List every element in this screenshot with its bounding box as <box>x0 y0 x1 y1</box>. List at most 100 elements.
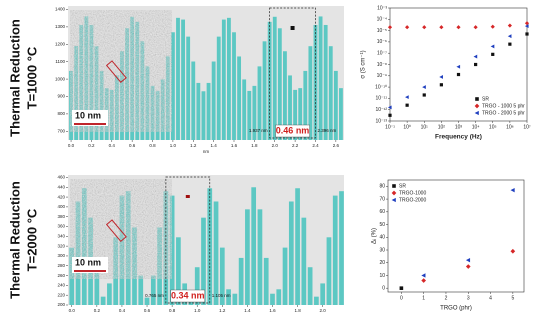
bar <box>191 61 196 141</box>
bar <box>267 21 272 140</box>
measure-label-bg <box>170 289 206 303</box>
bar <box>221 19 226 140</box>
bar <box>232 32 236 140</box>
measure-start: 1.937 nm <box>249 128 268 133</box>
x-tick-label: 10⁷ <box>523 124 531 130</box>
y-tick-label: 300 <box>57 253 65 258</box>
legend-label: TRGO - 2000 5 phr <box>482 110 525 116</box>
marker <box>391 190 397 196</box>
bar <box>288 75 292 140</box>
x-tick-label: 2.0 <box>320 308 327 313</box>
bar <box>308 46 313 141</box>
bar <box>196 82 201 140</box>
bar <box>201 217 206 305</box>
marker <box>524 24 529 29</box>
measure-dot <box>290 26 295 30</box>
bar <box>314 296 319 305</box>
x-tick-label: 0.0 <box>68 143 75 148</box>
x-tick-label: 2 <box>445 295 448 301</box>
x-tick-label: 10⁴ <box>472 124 480 130</box>
marker <box>474 62 478 67</box>
bar <box>94 267 100 305</box>
bar <box>318 16 323 140</box>
x-tick-label: 2.4 <box>312 143 319 148</box>
marker <box>491 52 495 56</box>
x-tick-label: 5 <box>511 295 514 301</box>
y-tick-label: 340 <box>57 234 65 239</box>
y-tick-label: 260 <box>57 273 65 278</box>
bar <box>176 237 181 305</box>
y-tick-label: 10⁻¹³ <box>375 118 387 124</box>
x-tick-label: 10⁰ <box>403 124 411 130</box>
row-label: Thermal Reduction <box>7 19 22 137</box>
bar <box>219 247 225 305</box>
marker <box>507 34 512 39</box>
x-tick-label: 10⁵ <box>489 124 497 130</box>
x-tick-label: 1.2 <box>219 308 226 313</box>
scale-bar-label: 10 nm <box>75 110 101 120</box>
y-tick-label: 1300 <box>55 24 66 29</box>
marker <box>473 25 478 30</box>
y-tick-label: 10 <box>379 273 385 279</box>
x-tick-label: 1.8 <box>251 143 258 148</box>
x-axis-label: nm <box>203 149 210 154</box>
x-tick-label: 1.6 <box>231 143 238 148</box>
bar <box>107 283 112 305</box>
bar <box>333 70 338 140</box>
legend-label: SR <box>482 96 489 102</box>
x-tick-label: 0.6 <box>144 308 151 313</box>
marker <box>439 75 443 79</box>
x-tick-label: 0 <box>400 295 403 301</box>
scale-bar-bg <box>72 110 108 126</box>
bar <box>245 209 250 305</box>
scale-bar-label: 10 nm <box>75 257 101 267</box>
bar <box>272 16 277 140</box>
bar <box>328 46 333 141</box>
marker <box>524 21 530 26</box>
x-tick-label: 0.0 <box>69 308 76 313</box>
legend-label: TRGO-1000 <box>399 190 426 196</box>
bar <box>213 201 219 305</box>
scale-bar-bg <box>72 257 108 273</box>
marker <box>456 25 461 30</box>
measure-label-bg <box>275 124 310 138</box>
bar <box>295 188 300 305</box>
measure-end: 2.396 nm <box>317 128 336 133</box>
x-tick-label: 2.6 <box>333 143 340 148</box>
bar <box>226 17 231 140</box>
y-tick-label: 10⁻⁶ <box>377 39 387 45</box>
bar <box>206 82 211 140</box>
bar <box>186 36 191 140</box>
measure-dot <box>185 195 190 198</box>
y-tick-label: 460 <box>57 175 65 180</box>
inset-marker <box>105 219 127 243</box>
bar <box>181 19 186 140</box>
legend-label: TRGO-2000 <box>399 197 426 203</box>
marker <box>439 83 443 87</box>
x-tick-label: 10⁻¹ <box>385 124 395 130</box>
bar <box>252 85 257 140</box>
marker <box>405 25 410 30</box>
bar <box>242 79 247 140</box>
y-tick-label: 240 <box>57 283 65 288</box>
bar <box>251 187 257 305</box>
legend-label: TRGO - 1000 5 phr <box>482 103 525 109</box>
bar <box>226 289 231 305</box>
marker <box>474 103 480 109</box>
y-tick-label: 1100 <box>55 59 65 64</box>
bar <box>100 296 106 305</box>
bar <box>138 275 144 305</box>
marker <box>421 273 426 278</box>
measure-box <box>165 176 211 304</box>
y-tick-label: 420 <box>57 194 65 199</box>
bar <box>262 41 267 141</box>
x-tick-label: 2.0 <box>272 143 279 148</box>
marker <box>490 44 495 49</box>
x-tick-label: 0.8 <box>169 308 176 313</box>
marker <box>465 264 471 269</box>
x-tick-label: 1.8 <box>294 308 301 313</box>
y-tick-label: 1400 <box>55 7 66 12</box>
y-axis-label: σ (S cm⁻¹) <box>361 50 367 78</box>
bar <box>247 90 252 140</box>
y-tick-label: 10⁻⁷ <box>377 51 387 57</box>
